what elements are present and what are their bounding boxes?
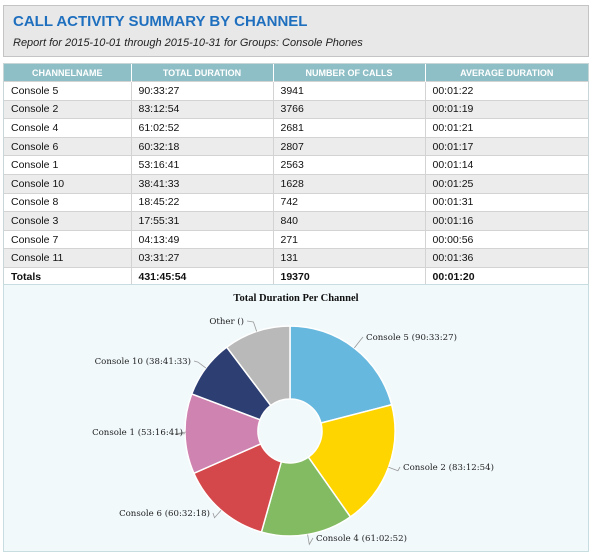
cell-number-of-calls: 742 bbox=[273, 192, 426, 212]
cell-number-of-calls: 1628 bbox=[273, 173, 426, 194]
leader-line bbox=[246, 320, 258, 332]
table-row: Console 3 17:55:31 840 00:01:16 bbox=[4, 211, 588, 231]
totals-number-of-calls: 19370 bbox=[273, 266, 426, 286]
table-row: Console 11 03:31:27 131 00:01:36 bbox=[4, 248, 588, 268]
cell-channelname: Console 10 bbox=[4, 173, 132, 194]
leader-line bbox=[353, 336, 364, 349]
cell-total-duration: 18:45:22 bbox=[131, 192, 274, 212]
slice-label: Console 5 (90:33:27) bbox=[366, 332, 457, 343]
slice-label: Console 1 (53:16:41) bbox=[92, 427, 183, 438]
slice-label: Other () bbox=[209, 316, 244, 327]
cell-channelname: Console 11 bbox=[4, 248, 132, 268]
column-header-number-of-calls[interactable]: NUMBER OF CALLS bbox=[273, 64, 426, 82]
leader-line bbox=[193, 360, 207, 369]
column-header-average-duration[interactable]: AVERAGE DURATION bbox=[425, 64, 588, 82]
cell-average-duration: 00:01:25 bbox=[425, 173, 588, 194]
column-header-total-duration[interactable]: TOTAL DURATION bbox=[131, 64, 274, 82]
table-header-row: CHANNELNAME TOTAL DURATION NUMBER OF CAL… bbox=[4, 64, 588, 82]
cell-number-of-calls: 271 bbox=[273, 229, 426, 249]
slice-console-6[interactable] bbox=[192, 442, 283, 533]
totals-average-duration: 00:01:20 bbox=[425, 266, 588, 286]
report-subtitle: Report for 2015-10-01 through 2015-10-31… bbox=[13, 37, 363, 49]
cell-channelname: Console 2 bbox=[4, 99, 132, 119]
cell-total-duration: 17:55:31 bbox=[131, 211, 274, 231]
cell-average-duration: 00:00:56 bbox=[425, 229, 588, 249]
cell-total-duration: 04:13:49 bbox=[131, 229, 274, 249]
cell-average-duration: 00:01:21 bbox=[425, 118, 588, 138]
cell-total-duration: 61:02:52 bbox=[131, 118, 274, 138]
column-header-channelname[interactable]: CHANNELNAME bbox=[4, 64, 132, 82]
cell-channelname: Console 7 bbox=[4, 229, 132, 249]
cell-number-of-calls: 2807 bbox=[273, 136, 426, 156]
cell-channelname: Console 1 bbox=[4, 155, 132, 175]
totals-label: Totals bbox=[4, 266, 132, 286]
table-row: Console 1 53:16:41 2563 00:01:14 bbox=[4, 155, 588, 175]
cell-average-duration: 00:01:19 bbox=[425, 99, 588, 119]
slice-label: Console 6 (60:32:18) bbox=[119, 508, 210, 519]
cell-number-of-calls: 3766 bbox=[273, 99, 426, 119]
cell-total-duration: 83:12:54 bbox=[131, 99, 274, 119]
totals-total-duration: 431:45:54 bbox=[131, 266, 274, 286]
table-row: Console 5 90:33:27 3941 00:01:22 bbox=[4, 81, 588, 101]
cell-channelname: Console 6 bbox=[4, 136, 132, 156]
slice-label: Console 4 (61:02:52) bbox=[316, 533, 407, 544]
cell-average-duration: 00:01:22 bbox=[425, 81, 588, 101]
table-row: Console 4 61:02:52 2681 00:01:21 bbox=[4, 118, 588, 138]
report-title: CALL ACTIVITY SUMMARY BY CHANNEL bbox=[13, 13, 308, 30]
cell-channelname: Console 8 bbox=[4, 192, 132, 212]
cell-total-duration: 90:33:27 bbox=[131, 81, 274, 101]
cell-channelname: Console 5 bbox=[4, 81, 132, 101]
cell-average-duration: 00:01:16 bbox=[425, 211, 588, 231]
cell-channelname: Console 3 bbox=[4, 211, 132, 231]
cell-total-duration: 60:32:18 bbox=[131, 136, 274, 156]
donut-chart: Console 5 (90:33:27) Console 2 (83:12:54)… bbox=[92, 316, 494, 546]
slice-console-2[interactable] bbox=[307, 403, 396, 518]
table-row: Console 2 83:12:54 3766 00:01:19 bbox=[4, 99, 588, 119]
leader-line bbox=[174, 431, 187, 435]
slice-console-5[interactable] bbox=[289, 325, 393, 424]
cell-average-duration: 00:01:17 bbox=[425, 136, 588, 156]
totals-row: Totals 431:45:54 19370 00:01:20 bbox=[4, 266, 588, 286]
table-row: Console 10 38:41:33 1628 00:01:25 bbox=[4, 173, 588, 194]
cell-number-of-calls: 840 bbox=[273, 211, 426, 231]
cell-number-of-calls: 131 bbox=[273, 248, 426, 268]
table-row: Console 7 04:13:49 271 00:00:56 bbox=[4, 229, 588, 249]
table-row: Console 8 18:45:22 742 00:01:31 bbox=[4, 192, 588, 212]
cell-average-duration: 00:01:36 bbox=[425, 248, 588, 268]
leader-line bbox=[212, 509, 222, 519]
summary-table: CHANNELNAME TOTAL DURATION NUMBER OF CAL… bbox=[3, 63, 589, 287]
cell-total-duration: 53:16:41 bbox=[131, 155, 274, 175]
cell-number-of-calls: 2563 bbox=[273, 155, 426, 175]
slice-label: Console 2 (83:12:54) bbox=[403, 462, 494, 473]
cell-total-duration: 03:31:27 bbox=[131, 248, 274, 268]
table-row: Console 6 60:32:18 2807 00:01:17 bbox=[4, 136, 588, 156]
cell-channelname: Console 4 bbox=[4, 118, 132, 138]
cell-number-of-calls: 3941 bbox=[273, 81, 426, 101]
chart-title: Total Duration Per Channel bbox=[233, 293, 359, 304]
cell-average-duration: 00:01:14 bbox=[425, 155, 588, 175]
cell-number-of-calls: 2681 bbox=[273, 118, 426, 138]
slice-label: Console 10 (38:41:33) bbox=[95, 356, 191, 367]
leader-line bbox=[307, 534, 314, 546]
cell-average-duration: 00:01:31 bbox=[425, 192, 588, 212]
cell-total-duration: 38:41:33 bbox=[131, 173, 274, 194]
slice-other[interactable] bbox=[225, 325, 291, 407]
chart-panel: Total Duration Per Channel Console 5 (90… bbox=[3, 284, 589, 552]
report-header: CALL ACTIVITY SUMMARY BY CHANNEL Report … bbox=[3, 5, 589, 57]
leader-line bbox=[388, 466, 401, 472]
